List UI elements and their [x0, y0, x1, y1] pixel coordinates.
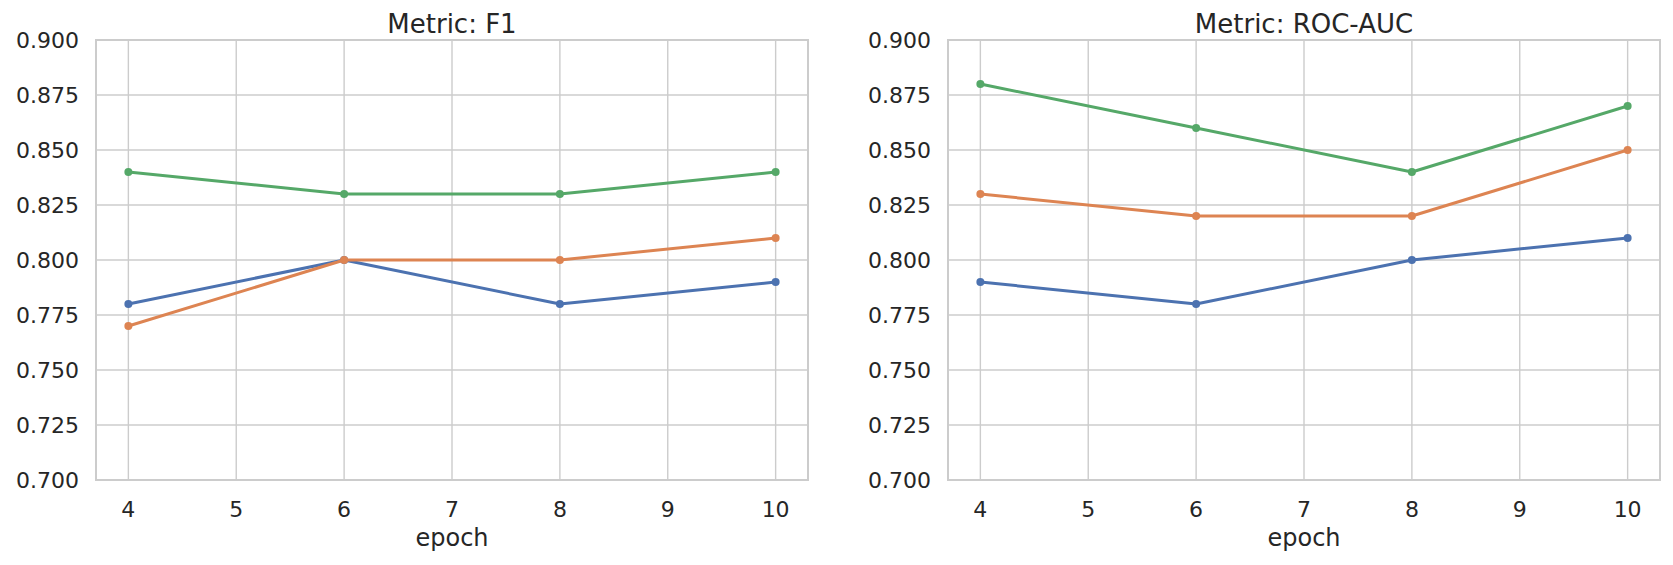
- y-tick-label: 0.875: [16, 83, 79, 108]
- marker-series-green: [340, 190, 348, 198]
- y-tick-label: 0.750: [868, 358, 931, 383]
- x-tick-label: 6: [1189, 497, 1203, 522]
- x-tick-label: 7: [445, 497, 459, 522]
- marker-series-green: [556, 190, 564, 198]
- y-tick-label: 0.850: [16, 138, 79, 163]
- chart-f1: 0.700 0.725 0.750 0.775 0.800 0.825 0.850 0.875…: [0, 0, 836, 565]
- marker-series-blue: [1192, 300, 1200, 308]
- y-tick-label: 0.775: [868, 303, 931, 328]
- marker-series-blue: [1624, 234, 1632, 242]
- marker-series-green: [1192, 124, 1200, 132]
- marker-series-orange: [1624, 146, 1632, 154]
- marker-series-green: [976, 80, 984, 88]
- y-tick-label: 0.850: [868, 138, 931, 163]
- marker-series-blue: [124, 300, 132, 308]
- marker-series-green: [772, 168, 780, 176]
- x-tick-label: 10: [762, 497, 790, 522]
- y-tick-label: 0.750: [16, 358, 79, 383]
- marker-series-orange: [124, 322, 132, 330]
- x-tick-label: 9: [661, 497, 675, 522]
- x-axis-label: epoch: [415, 524, 488, 552]
- chart-roc-auc: 0.700 0.725 0.750 0.775 0.800 0.825 0.850 0.875…: [837, 0, 1673, 565]
- marker-series-green: [1624, 102, 1632, 110]
- x-tick-label: 7: [1297, 497, 1311, 522]
- y-tick-label: 0.775: [16, 303, 79, 328]
- y-tick-label: 0.800: [16, 248, 79, 273]
- y-tick-label: 0.900: [868, 28, 931, 53]
- x-tick-label: 10: [1614, 497, 1642, 522]
- marker-series-green: [1408, 168, 1416, 176]
- y-tick-label: 0.825: [868, 193, 931, 218]
- marker-series-blue: [976, 278, 984, 286]
- x-tick-label: 5: [229, 497, 243, 522]
- x-tick-label: 4: [121, 497, 135, 522]
- marker-series-orange: [556, 256, 564, 264]
- marker-series-orange: [340, 256, 348, 264]
- marker-series-orange: [1192, 212, 1200, 220]
- marker-series-orange: [772, 234, 780, 242]
- y-tick-label: 0.725: [868, 413, 931, 438]
- y-tick-label: 0.825: [16, 193, 79, 218]
- marker-series-orange: [1408, 212, 1416, 220]
- x-tick-label: 9: [1513, 497, 1527, 522]
- x-axis-label: epoch: [1267, 524, 1340, 552]
- chart-canvas: 0.700 0.725 0.750 0.775 0.800 0.825 0.850 0.875…: [837, 0, 1673, 565]
- y-tick-label: 0.700: [868, 468, 931, 493]
- x-tick-label: 6: [337, 497, 351, 522]
- x-tick-label: 8: [553, 497, 567, 522]
- figure: 0.700 0.725 0.750 0.775 0.800 0.825 0.850 0.875…: [0, 0, 1673, 565]
- y-tick-label: 0.800: [868, 248, 931, 273]
- chart-title: Metric: F1: [387, 9, 516, 39]
- marker-series-blue: [556, 300, 564, 308]
- y-tick-label: 0.875: [868, 83, 931, 108]
- marker-series-blue: [772, 278, 780, 286]
- x-tick-label: 8: [1405, 497, 1419, 522]
- marker-series-blue: [1408, 256, 1416, 264]
- y-tick-label: 0.725: [16, 413, 79, 438]
- marker-series-green: [124, 168, 132, 176]
- chart-title: Metric: ROC-AUC: [1195, 9, 1413, 39]
- x-tick-label: 5: [1081, 497, 1095, 522]
- y-tick-label: 0.700: [16, 468, 79, 493]
- marker-series-orange: [976, 190, 984, 198]
- y-tick-label: 0.900: [16, 28, 79, 53]
- x-tick-label: 4: [973, 497, 987, 522]
- chart-canvas: 0.700 0.725 0.750 0.775 0.800 0.825 0.850 0.875…: [0, 0, 836, 565]
